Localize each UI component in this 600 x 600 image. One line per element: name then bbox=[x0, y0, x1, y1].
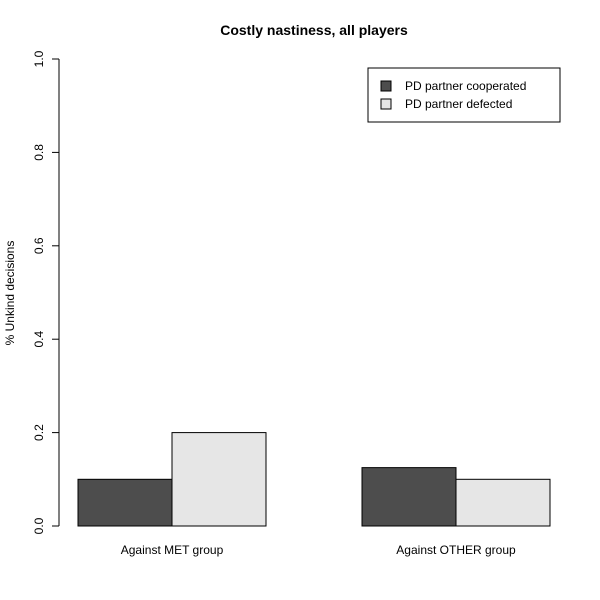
legend: PD partner cooperated PD partner defected bbox=[367, 67, 561, 123]
y-tick-label: 0.4 bbox=[32, 331, 46, 348]
y-tick-label: 1.0 bbox=[32, 50, 46, 67]
y-tick-label: 0.8 bbox=[32, 144, 46, 161]
bar-defected-1 bbox=[455, 478, 551, 527]
legend-swatch bbox=[380, 98, 392, 110]
bar-cooperated-1 bbox=[361, 467, 457, 527]
chart-title: Costly nastiness, all players bbox=[220, 22, 408, 38]
y-tick-label: 0.0 bbox=[32, 517, 46, 534]
legend-swatch bbox=[380, 80, 392, 92]
category-label: Against MET group bbox=[121, 543, 224, 557]
category-labels: Against MET group Against OTHER group bbox=[121, 543, 516, 557]
y-tick-label: 0.2 bbox=[32, 424, 46, 441]
bar-cooperated-0 bbox=[77, 478, 173, 527]
bar-defected-0 bbox=[171, 432, 267, 527]
y-axis-ticks: 0.0 0.2 0.4 0.6 0.8 1.0 bbox=[32, 50, 59, 534]
y-axis-label: % Unkind decisions bbox=[3, 241, 17, 346]
y-tick-label: 0.6 bbox=[32, 237, 46, 254]
legend-label: PD partner defected bbox=[405, 97, 512, 111]
category-label: Against OTHER group bbox=[396, 543, 516, 557]
legend-label: PD partner cooperated bbox=[405, 79, 526, 93]
bars-group bbox=[77, 432, 551, 527]
legend-box bbox=[367, 67, 561, 123]
